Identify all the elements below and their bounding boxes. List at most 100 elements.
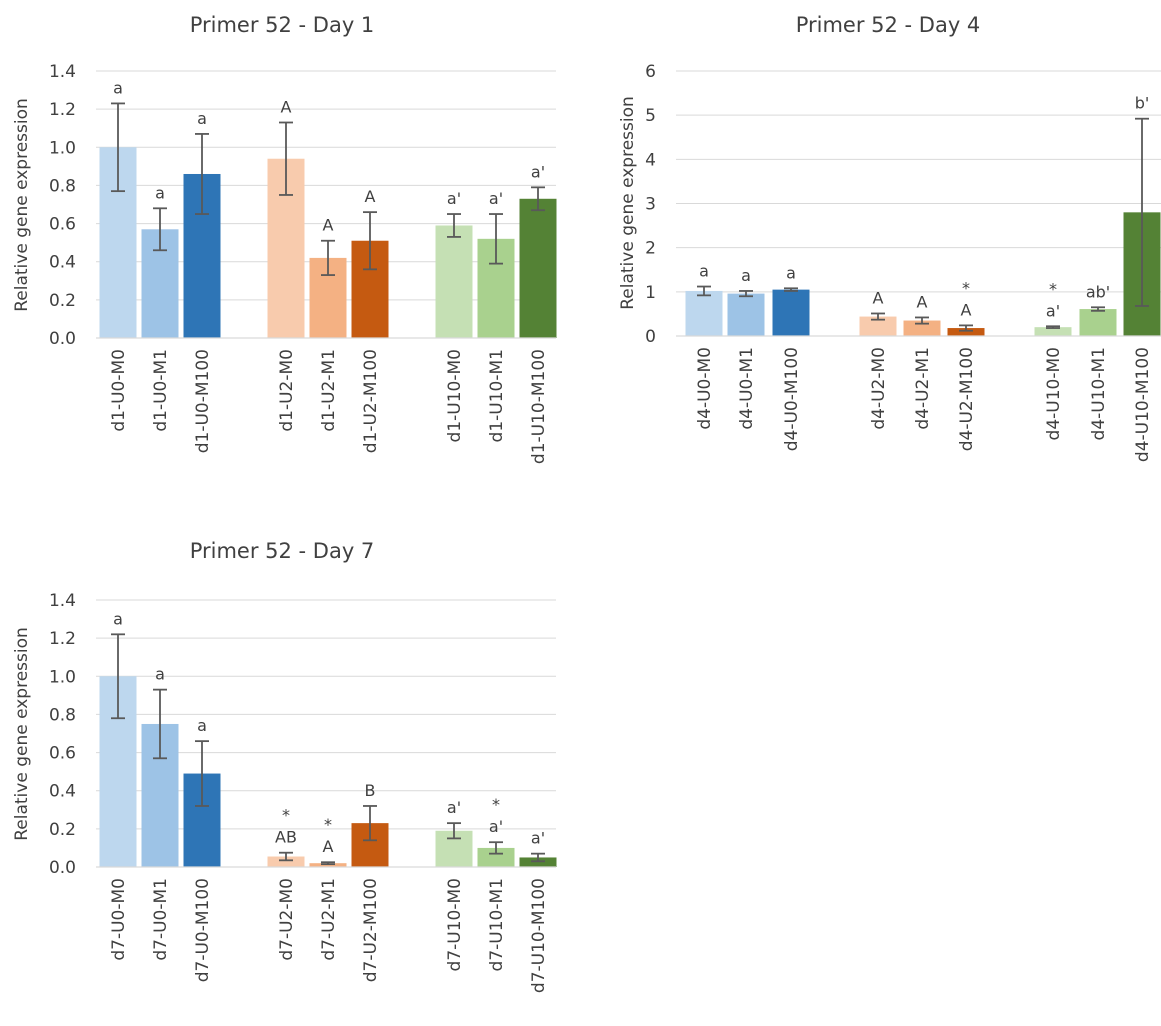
chart-day-4: Primer 52 - Day 4 Relative gene expressi… <box>618 13 1161 462</box>
y-tick-label: 1 <box>645 283 656 303</box>
data-label: A <box>365 187 376 206</box>
plot-area: 0 1 2 3 4 5 6 a d4-U0-M0 a d4-U0-M1 a d4-U0-M100 Ad4-… <box>645 62 1161 462</box>
chart-day-7: Primer 52 - Day 7 Relative gene expressi… <box>12 539 557 993</box>
data-label: a <box>741 266 751 285</box>
x-tick-label: d1-U2-M0 <box>277 349 297 432</box>
data-label: B <box>365 781 376 800</box>
data-label: ab' <box>1086 282 1110 301</box>
bar <box>1079 309 1117 336</box>
y-tick-label: 1.0 <box>49 667 76 687</box>
y-tick-label: 0.2 <box>49 820 76 840</box>
data-label: a <box>197 716 207 735</box>
y-tick-label: 0.0 <box>49 858 76 878</box>
data-label: * <box>962 278 970 297</box>
y-tick-label: 4 <box>645 150 656 170</box>
y-tick-label: 6 <box>645 62 656 82</box>
x-tick-label: d4-U10-M1 <box>1089 347 1109 440</box>
bar <box>267 856 305 867</box>
bar <box>727 293 765 336</box>
data-label: a' <box>447 189 461 208</box>
x-tick-label: d1-U0-M100 <box>193 349 213 453</box>
bar <box>519 198 557 338</box>
data-label: a <box>113 78 123 97</box>
y-tick-label: 0.6 <box>49 215 76 235</box>
data-label: a' <box>531 829 545 848</box>
data-label: a' <box>531 162 545 181</box>
x-tick-label: d4-U2-M0 <box>869 347 889 430</box>
data-label: a <box>113 609 123 628</box>
y-tick-label: 3 <box>645 195 656 215</box>
data-label: a' <box>489 189 503 208</box>
bar <box>519 857 557 867</box>
bar <box>685 290 723 336</box>
data-label: A <box>917 292 928 311</box>
y-axis-label: Relative gene expression <box>618 96 638 310</box>
data-label: a <box>155 665 165 684</box>
y-tick-label: 0.4 <box>49 253 76 273</box>
y-tick-label: 0 <box>645 327 656 347</box>
x-tick-label: d7-U0-M0 <box>109 878 129 961</box>
bar <box>477 847 515 867</box>
data-label: * <box>324 815 332 834</box>
x-tick-label: d1-U0-M0 <box>109 349 129 432</box>
bar <box>1034 327 1072 336</box>
y-tick-label: 5 <box>645 106 656 126</box>
data-label: AB <box>275 828 297 847</box>
x-tick-label: d1-U2-M100 <box>361 349 381 453</box>
y-tick-label: 0.4 <box>49 782 76 802</box>
x-tick-label: d1-U10-M0 <box>445 349 465 442</box>
bar <box>903 320 941 336</box>
data-label: a' <box>447 798 461 817</box>
x-tick-label: d4-U2-M100 <box>957 347 977 451</box>
y-tick-label: 2 <box>645 239 656 259</box>
x-tick-label: d4-U0-M0 <box>695 347 715 430</box>
bar <box>772 289 810 336</box>
y-tick-label: 1.2 <box>49 100 76 120</box>
plot-area: 0.0 0.2 0.4 0.6 0.8 1.0 1.2 1.4 a d7-U0-M0 a d7-U0-… <box>49 591 557 993</box>
chart-title: Primer 52 - Day 1 <box>190 13 375 37</box>
x-tick-label: d1-U0-M1 <box>151 349 171 432</box>
data-label: A <box>873 288 884 307</box>
chart-title: Primer 52 - Day 7 <box>190 539 375 563</box>
chart-day-1: Primer 52 - Day 1 Relative gene expressi… <box>12 13 557 464</box>
chart-title: Primer 52 - Day 4 <box>796 13 981 37</box>
x-tick-label: d4-U0-M100 <box>782 347 802 451</box>
x-tick-label: d7-U10-M100 <box>529 878 549 993</box>
data-label: a <box>155 183 165 202</box>
y-tick-label: 0.0 <box>49 329 76 349</box>
y-tick-label: 0.8 <box>49 705 76 725</box>
x-tick-label: d4-U10-M0 <box>1044 347 1064 440</box>
x-tick-label: d4-U10-M100 <box>1133 347 1153 462</box>
x-tick-label: d7-U2-M1 <box>319 878 339 961</box>
y-axis-label: Relative gene expression <box>12 627 32 841</box>
y-axis-label: Relative gene expression <box>12 98 32 312</box>
y-tick-label: 1.4 <box>49 62 76 82</box>
y-tick-label: 1.2 <box>49 629 76 649</box>
plot-area: 0.0 0.2 0.4 0.6 0.8 1.0 1.2 1.4 a d1-U0-M0 a d1-U0-… <box>49 62 557 464</box>
data-label: a' <box>489 817 503 836</box>
x-tick-label: d7-U2-M100 <box>361 878 381 982</box>
bar <box>435 225 473 338</box>
y-tick-label: 0.6 <box>49 744 76 764</box>
x-tick-label: d4-U0-M1 <box>737 347 757 430</box>
bar <box>859 316 897 336</box>
x-tick-label: d7-U0-M1 <box>151 878 171 961</box>
data-label: A <box>323 837 334 856</box>
data-label: * <box>1049 279 1057 298</box>
bar <box>947 328 985 336</box>
data-label: A <box>281 97 292 116</box>
y-tick-label: 1.4 <box>49 591 76 611</box>
data-label: A <box>323 216 334 235</box>
x-tick-label: d4-U2-M1 <box>913 347 933 430</box>
data-label: a <box>786 263 796 282</box>
x-tick-label: d1-U10-M100 <box>529 349 549 464</box>
y-tick-label: 1.0 <box>49 138 76 158</box>
x-tick-label: d1-U10-M1 <box>487 349 507 442</box>
data-label: b' <box>1135 94 1150 113</box>
y-tick-label: 0.2 <box>49 291 76 311</box>
x-tick-label: d7-U0-M100 <box>193 878 213 982</box>
x-tick-label: d1-U2-M1 <box>319 349 339 432</box>
y-tick-label: 0.8 <box>49 176 76 196</box>
data-label: a <box>699 262 709 281</box>
data-label: a <box>197 109 207 128</box>
